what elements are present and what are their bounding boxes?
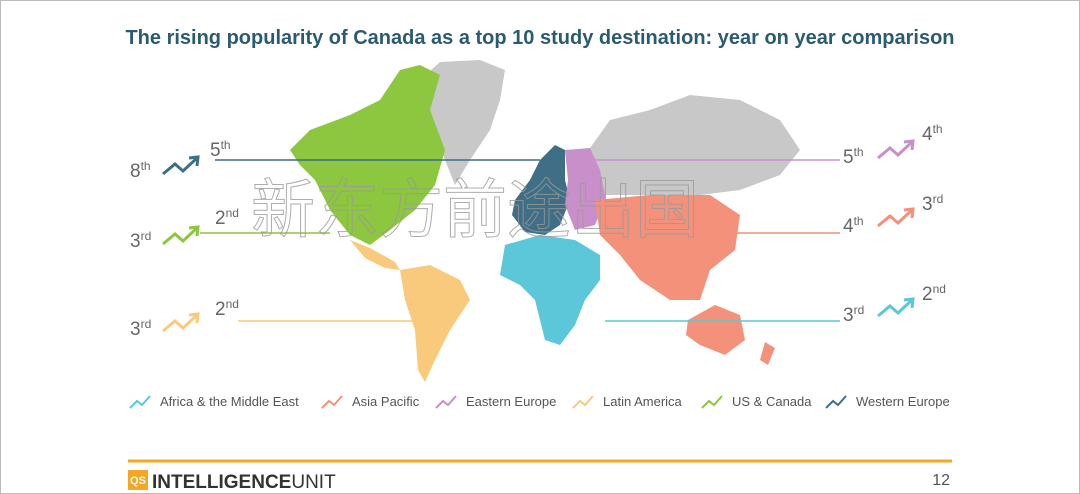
rank-label: 8th: [130, 159, 151, 182]
rank-label: 3rd: [130, 317, 151, 340]
rank-suffix: th: [854, 145, 864, 159]
south-america: [400, 265, 470, 382]
rank-number: 4: [843, 216, 854, 237]
brand-bold: INTELLIGENCE: [152, 472, 291, 493]
rank-label: 4th: [922, 122, 943, 145]
rank-label: 3rd: [843, 303, 864, 326]
rank-number: 4: [922, 124, 933, 145]
rank-label: 3rd: [130, 229, 151, 252]
rank-number: 2: [215, 208, 226, 229]
trend-icon: [877, 140, 914, 160]
rank-suffix: th: [854, 214, 864, 228]
watermark: 新东方前途出国: [251, 174, 699, 246]
north-america: [290, 65, 445, 245]
rank-suffix: rd: [933, 192, 944, 206]
rank-label: 4th: [843, 214, 864, 237]
brand: INTELLIGENCEUNIT: [152, 472, 336, 493]
trend-icon: [877, 208, 914, 228]
legend-icon: [701, 395, 723, 409]
rank-number: 5: [210, 140, 221, 161]
legend: Africa & the Middle East Asia Pacific East…: [129, 394, 950, 409]
rank-number: 2: [215, 299, 226, 320]
rank-suffix: nd: [933, 282, 946, 296]
rank-number: 3: [843, 305, 854, 326]
legend-icon: [435, 395, 457, 409]
rank-suffix: rd: [854, 303, 865, 317]
rank-number: 8: [130, 161, 141, 182]
rank-suffix: th: [141, 159, 151, 173]
rank-suffix: rd: [141, 317, 152, 331]
central-america: [350, 240, 400, 270]
rank-suffix: th: [221, 138, 231, 152]
page-number: 12: [932, 472, 950, 489]
rank-label: 2nd: [922, 282, 946, 305]
rank-number: 3: [130, 319, 141, 340]
new-zealand: [760, 342, 775, 365]
trend-icon: [162, 226, 199, 246]
rank-label: 5th: [843, 145, 864, 168]
africa: [500, 235, 600, 345]
australia: [686, 305, 745, 355]
trend-arrowhead: [903, 207, 915, 219]
brand-light: UNIT: [291, 472, 336, 493]
western-europe: [512, 145, 570, 235]
legend-icon: [572, 395, 594, 409]
legend-label: Asia Pacific: [352, 394, 420, 409]
trend-icon: [162, 313, 199, 333]
legend-icon: [825, 395, 847, 409]
rank-number: 3: [130, 231, 141, 252]
trend-arrowhead: [188, 225, 200, 237]
trend-arrowhead: [188, 312, 200, 324]
logo-box: [128, 470, 148, 490]
rank-label: 2nd: [215, 206, 239, 229]
rank-label: 3rd: [922, 192, 943, 215]
greenland: [420, 60, 505, 185]
trend-icon: [877, 298, 914, 318]
rank-label: 5th: [210, 138, 231, 161]
rank-number: 2: [922, 284, 933, 305]
rank-label: 2nd: [215, 297, 239, 320]
eastern-europe: [565, 148, 605, 230]
title: The rising popularity of Canada as a top…: [125, 27, 954, 49]
legend-label: Western Europe: [856, 394, 950, 409]
legend-label: Latin America: [603, 394, 683, 409]
asia: [595, 195, 740, 300]
rank-suffix: rd: [141, 229, 152, 243]
legend-icon: [321, 395, 343, 409]
trend-arrowhead: [903, 139, 915, 151]
russia: [590, 95, 800, 195]
rank-suffix: nd: [226, 297, 239, 311]
rank-number: 5: [843, 147, 854, 168]
legend-label: Eastern Europe: [466, 394, 556, 409]
rank-suffix: nd: [226, 206, 239, 220]
trend-arrowhead: [903, 297, 915, 309]
rank-suffix: th: [933, 122, 943, 136]
logo: QS: [130, 475, 146, 487]
world-map: [290, 60, 800, 382]
legend-label: Africa & the Middle East: [160, 394, 299, 409]
rank-number: 3: [922, 194, 933, 215]
trend-arrowhead: [188, 155, 200, 167]
trend-icon: [162, 156, 199, 176]
legend-label: US & Canada: [732, 394, 812, 409]
legend-icon: [129, 395, 151, 409]
